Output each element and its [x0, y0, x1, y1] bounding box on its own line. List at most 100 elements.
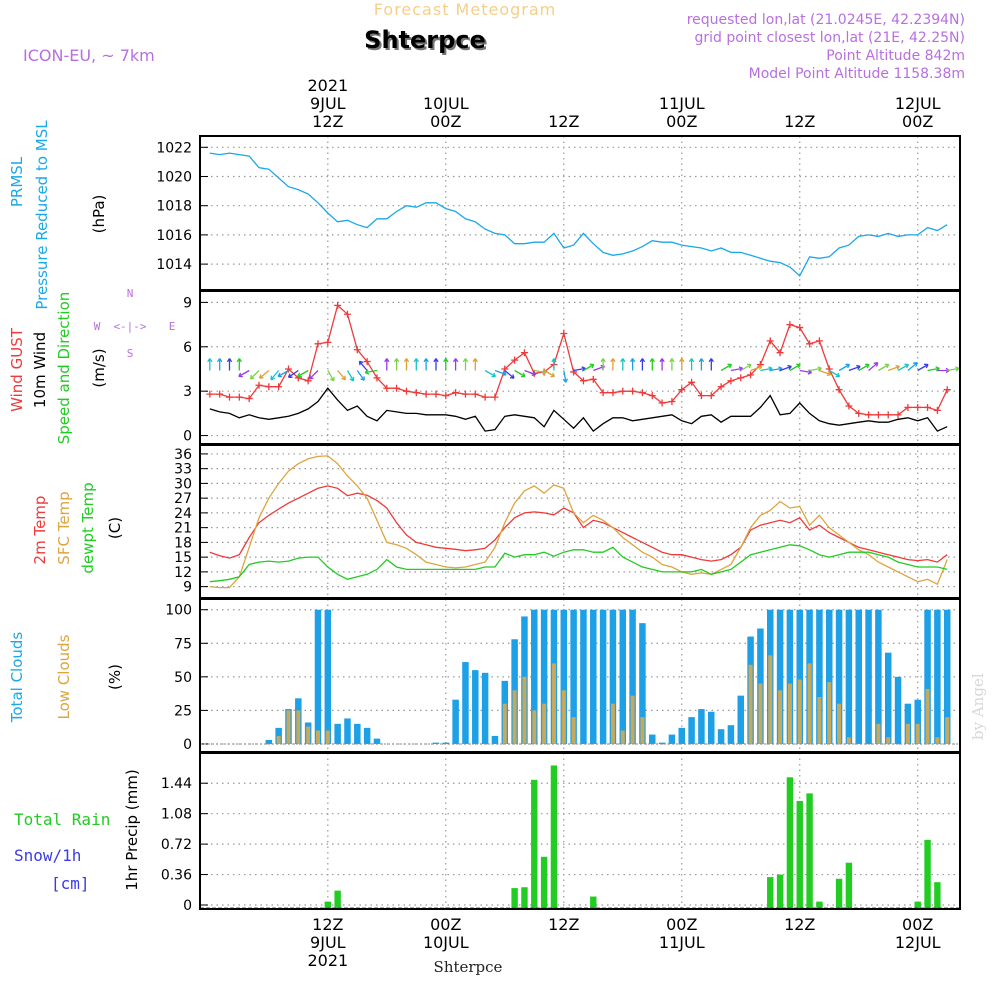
precip-bar	[521, 887, 528, 908]
wind-arrow	[207, 358, 213, 371]
ytick-label: 12	[174, 565, 192, 581]
low-cloud-bar	[610, 703, 615, 744]
ytick-label: 9	[183, 295, 192, 311]
gust-marker	[688, 378, 696, 386]
low-cloud-bar	[787, 683, 792, 744]
wind-arrow	[423, 358, 429, 371]
footer-place: Shterpce	[434, 958, 503, 976]
total-cloud-bar	[472, 670, 479, 744]
low-cloud-bar	[797, 679, 802, 744]
ytick-label: 1016	[156, 228, 192, 244]
gust-marker	[216, 390, 224, 398]
total-cloud-bar	[599, 609, 607, 744]
total-cloud-bar	[540, 609, 548, 744]
ytick-label: 50	[174, 670, 192, 686]
gust-marker	[334, 301, 342, 309]
low-cloud-bar	[315, 730, 320, 744]
label-snow: Snow/1h	[14, 846, 81, 865]
wind-arrow	[543, 369, 556, 378]
gust-marker	[707, 392, 715, 400]
watermark: by Angel	[969, 673, 987, 740]
low-cloud-bar	[306, 726, 311, 744]
low-cloud-bar	[276, 735, 281, 744]
total-cloud-bar	[560, 609, 568, 744]
low-cloud-bar	[817, 696, 822, 744]
wind-arrow	[337, 370, 347, 381]
compass-w: W	[94, 320, 101, 333]
series-line-0	[209, 304, 948, 416]
bottom-time-label: 11JUL	[659, 933, 705, 952]
low-cloud-bar	[935, 737, 940, 744]
total-cloud-bar	[678, 727, 686, 744]
gust-marker	[235, 393, 243, 401]
gust-marker	[855, 409, 863, 417]
low-cloud-bar	[532, 710, 537, 744]
total-cloud-bar	[452, 699, 459, 744]
grid-coords: grid point closest lon,lat (21E, 42.25N)	[694, 30, 965, 46]
gust-marker	[648, 392, 656, 400]
gust-marker	[353, 346, 361, 354]
place-title: Shterpce	[364, 26, 486, 54]
total-cloud-bar	[737, 695, 745, 744]
gust-marker	[609, 389, 617, 397]
gust-marker	[452, 389, 460, 397]
ytick-label: 1.44	[161, 776, 192, 792]
ytick-label: 0.72	[161, 837, 192, 853]
wind-arrow	[720, 363, 733, 372]
wind-arrow	[308, 370, 319, 380]
gust-marker	[511, 356, 519, 364]
compass-arrows: <-|->	[113, 320, 146, 333]
total-cloud-bar	[816, 609, 823, 744]
wind-arrow	[393, 358, 400, 371]
total-cloud-bar	[865, 609, 872, 744]
wind-arrow	[639, 358, 646, 371]
gust-marker	[206, 390, 214, 398]
wind-arrow	[514, 369, 526, 378]
total-cloud-bar	[324, 609, 332, 744]
ytick-label: 3	[183, 384, 192, 400]
wind-arrow	[270, 370, 280, 381]
label-speed-dir: Speed and Direction	[55, 292, 73, 445]
total-cloud-bar	[570, 609, 577, 744]
gust-marker	[933, 406, 941, 414]
wind-arrow	[358, 360, 368, 371]
top-time-label: 12Z	[784, 112, 815, 131]
precip-bar	[934, 882, 941, 908]
total-cloud-bar	[649, 734, 656, 744]
gust-marker	[865, 411, 873, 419]
low-cloud-bar	[827, 682, 832, 744]
low-cloud-bar	[778, 690, 783, 744]
wind-arrow	[828, 369, 841, 378]
low-cloud-bar	[925, 688, 930, 744]
panel-4: 0 0.36 0.72 1.08 1.44	[161, 752, 961, 914]
low-cloud-bar	[886, 737, 891, 744]
low-cloud-bar	[758, 683, 763, 744]
low-cloud-bar	[846, 737, 851, 744]
compass: N S W E <-|->	[94, 287, 176, 360]
gust-marker	[815, 337, 823, 345]
bottom-time-label: 10JUL	[423, 933, 469, 952]
wind-arrow	[472, 358, 478, 371]
label-low-clouds: Low Clouds	[55, 634, 73, 719]
gust-marker	[835, 386, 843, 394]
precip-bar	[786, 777, 794, 908]
wind-arrow	[504, 370, 515, 379]
total-cloud-bar	[639, 623, 646, 744]
ytick-label: 0	[183, 898, 192, 914]
gust-marker	[265, 383, 273, 391]
wind-arrow	[413, 358, 419, 371]
total-cloud-bar	[845, 609, 853, 744]
wind-arrow	[216, 358, 223, 371]
wind-arrow	[238, 369, 250, 378]
bottom-time-label: 12Z	[548, 915, 579, 934]
gust-marker	[579, 377, 587, 385]
label-pct: (%)	[106, 664, 124, 690]
place-title-shadow: Shterpce	[366, 28, 488, 56]
ytick-label: 9	[183, 580, 192, 596]
wind-arrow	[848, 364, 861, 372]
precip-bar	[590, 896, 597, 908]
precip-bar	[816, 901, 823, 908]
low-cloud-bar	[286, 710, 291, 744]
gust-marker	[599, 389, 607, 397]
